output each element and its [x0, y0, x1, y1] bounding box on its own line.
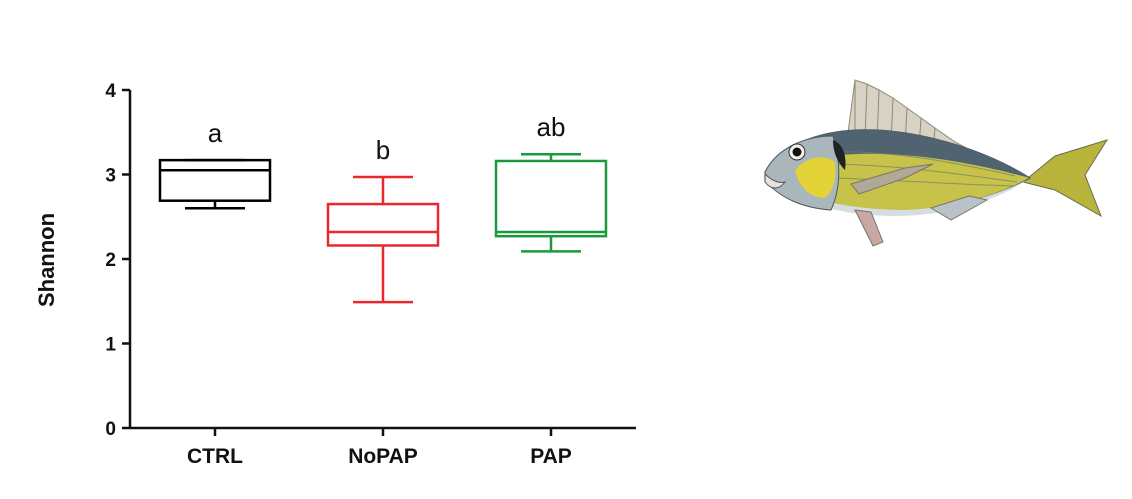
fish-cheek: [795, 157, 836, 198]
box-ctrl: a: [158, 118, 272, 210]
y-tick-label: 2: [105, 250, 116, 271]
significance-letter: a: [208, 118, 223, 148]
y-tick-label: 3: [105, 166, 116, 187]
pectoral-fin: [850, 163, 934, 195]
tail-fin: [1021, 139, 1109, 218]
box-pap: ab: [494, 112, 608, 253]
gill-mark: [833, 140, 846, 170]
fish-mouth: [764, 172, 787, 189]
iqr-box: [158, 158, 272, 202]
box-nopap: b: [326, 135, 440, 304]
y-axis-label: Shannon: [34, 213, 59, 307]
significance-letter: b: [376, 135, 390, 165]
fish-illustration: [764, 79, 1109, 247]
iqr-box: [494, 159, 608, 238]
anal-fin: [929, 195, 989, 221]
pelvic-fin: [854, 209, 884, 247]
iqr-box: [326, 202, 440, 247]
significance-letter: ab: [537, 112, 566, 142]
axes: 0 1 2 3 4 CTRL NoPAP PAP: [105, 81, 636, 468]
y-tick-label: 0: [105, 419, 116, 440]
y-tick-label: 4: [105, 81, 116, 102]
x-tick-label: NoPAP: [348, 445, 418, 468]
y-tick-label: 1: [105, 335, 116, 356]
x-tick-label: PAP: [530, 445, 572, 468]
x-tick-label: CTRL: [187, 445, 243, 468]
